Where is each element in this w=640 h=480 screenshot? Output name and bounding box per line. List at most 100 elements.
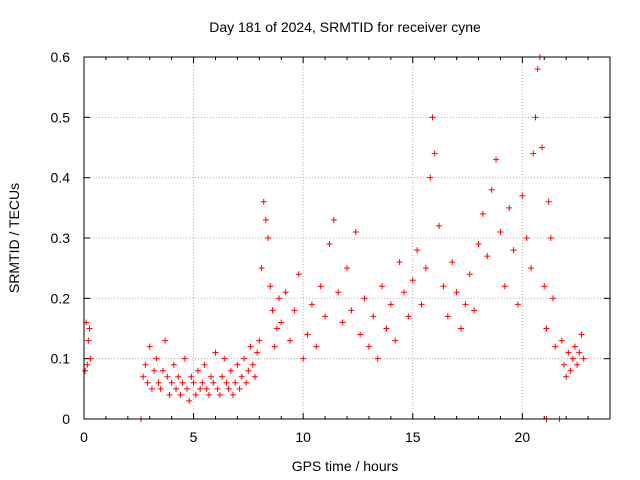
- data-point: [565, 349, 572, 356]
- data-point: [216, 391, 223, 398]
- data-point: [236, 385, 243, 392]
- data-point: [567, 367, 574, 374]
- data-point: [578, 331, 585, 338]
- data-point: [488, 186, 495, 193]
- data-point: [457, 325, 464, 332]
- data-point: [339, 319, 346, 326]
- x-tick-label: 10: [295, 429, 311, 445]
- data-point: [308, 301, 315, 308]
- data-point: [254, 349, 261, 356]
- data-point: [444, 313, 451, 320]
- data-point: [317, 283, 324, 290]
- data-point: [335, 289, 342, 296]
- data-point: [170, 361, 177, 368]
- data-point: [471, 307, 478, 314]
- data-point: [243, 379, 250, 386]
- y-tick-label: 0.3: [51, 230, 71, 246]
- data-point: [267, 283, 274, 290]
- data-point: [86, 325, 93, 332]
- data-point: [532, 114, 539, 121]
- data-point: [155, 379, 162, 386]
- data-point: [440, 283, 447, 290]
- data-point: [225, 385, 232, 392]
- data-point: [475, 241, 482, 248]
- grid-lines: [84, 57, 610, 419]
- data-point: [245, 367, 252, 374]
- data-point: [260, 198, 267, 205]
- data-point: [258, 265, 265, 272]
- data-point: [212, 349, 219, 356]
- data-point: [184, 385, 191, 392]
- data-point: [142, 361, 149, 368]
- data-point: [370, 313, 377, 320]
- data-point: [550, 295, 557, 302]
- data-point: [348, 307, 355, 314]
- y-tick-label: 0.4: [51, 170, 71, 186]
- data-point: [221, 355, 228, 362]
- data-point: [539, 144, 546, 151]
- data-point: [82, 367, 89, 374]
- data-point: [85, 337, 92, 344]
- data-point: [571, 343, 578, 350]
- data-point: [304, 331, 311, 338]
- data-point: [278, 319, 285, 326]
- data-point: [453, 289, 460, 296]
- data-point: [493, 156, 500, 163]
- data-point: [205, 391, 212, 398]
- data-point: [162, 337, 169, 344]
- data-point: [175, 373, 182, 380]
- data-point: [427, 174, 434, 181]
- data-point: [194, 367, 201, 374]
- x-axis-label: GPS time / hours: [292, 458, 399, 474]
- data-point: [418, 301, 425, 308]
- chart-title: Day 181 of 2024, SRMTID for receiver cyn…: [209, 19, 481, 35]
- data-point: [157, 385, 164, 392]
- data-point: [295, 271, 302, 278]
- y-tick-labels: 0 0.1 0.2 0.3 0.4 0.5 0.6: [51, 49, 71, 427]
- data-point: [543, 325, 550, 332]
- data-point: [379, 283, 386, 290]
- data-point: [188, 373, 195, 380]
- data-point: [159, 367, 166, 374]
- data-point: [166, 391, 173, 398]
- data-point: [501, 283, 508, 290]
- x-tick-label: 15: [405, 429, 421, 445]
- data-point: [580, 355, 587, 362]
- data-point: [545, 198, 552, 205]
- data-point: [523, 235, 530, 241]
- data-point: [208, 373, 215, 380]
- data-point: [265, 235, 272, 241]
- data-point: [203, 385, 210, 392]
- data-point: [530, 150, 537, 157]
- data-point: [227, 367, 234, 374]
- data-point: [234, 361, 241, 368]
- data-point: [484, 253, 491, 260]
- data-point: [173, 385, 180, 392]
- data-point: [357, 331, 364, 338]
- data-point: [344, 265, 350, 272]
- data-point: [87, 355, 94, 362]
- data-point: [519, 192, 526, 199]
- y-tick-label: 0.1: [51, 351, 71, 367]
- data-point: [214, 385, 221, 392]
- y-tick-label: 0: [62, 411, 70, 427]
- data-point: [151, 367, 158, 374]
- data-point: [392, 337, 399, 344]
- data-point: [282, 289, 289, 296]
- data-point: [199, 379, 206, 386]
- y-tick-label: 0.6: [51, 49, 71, 65]
- data-point: [177, 391, 184, 398]
- y-axis-label: SRMTID / TECUs: [6, 183, 22, 293]
- data-point: [409, 277, 416, 284]
- data-point: [387, 301, 394, 308]
- data-point: [168, 379, 175, 386]
- data-point: [153, 355, 160, 362]
- data-point: [414, 247, 421, 254]
- data-point: [148, 385, 155, 392]
- data-point: [276, 295, 283, 302]
- data-point: [466, 271, 473, 278]
- data-point: [322, 313, 329, 320]
- data-point: [552, 343, 559, 350]
- data-point: [247, 343, 254, 350]
- x-tick-label: 5: [190, 429, 198, 445]
